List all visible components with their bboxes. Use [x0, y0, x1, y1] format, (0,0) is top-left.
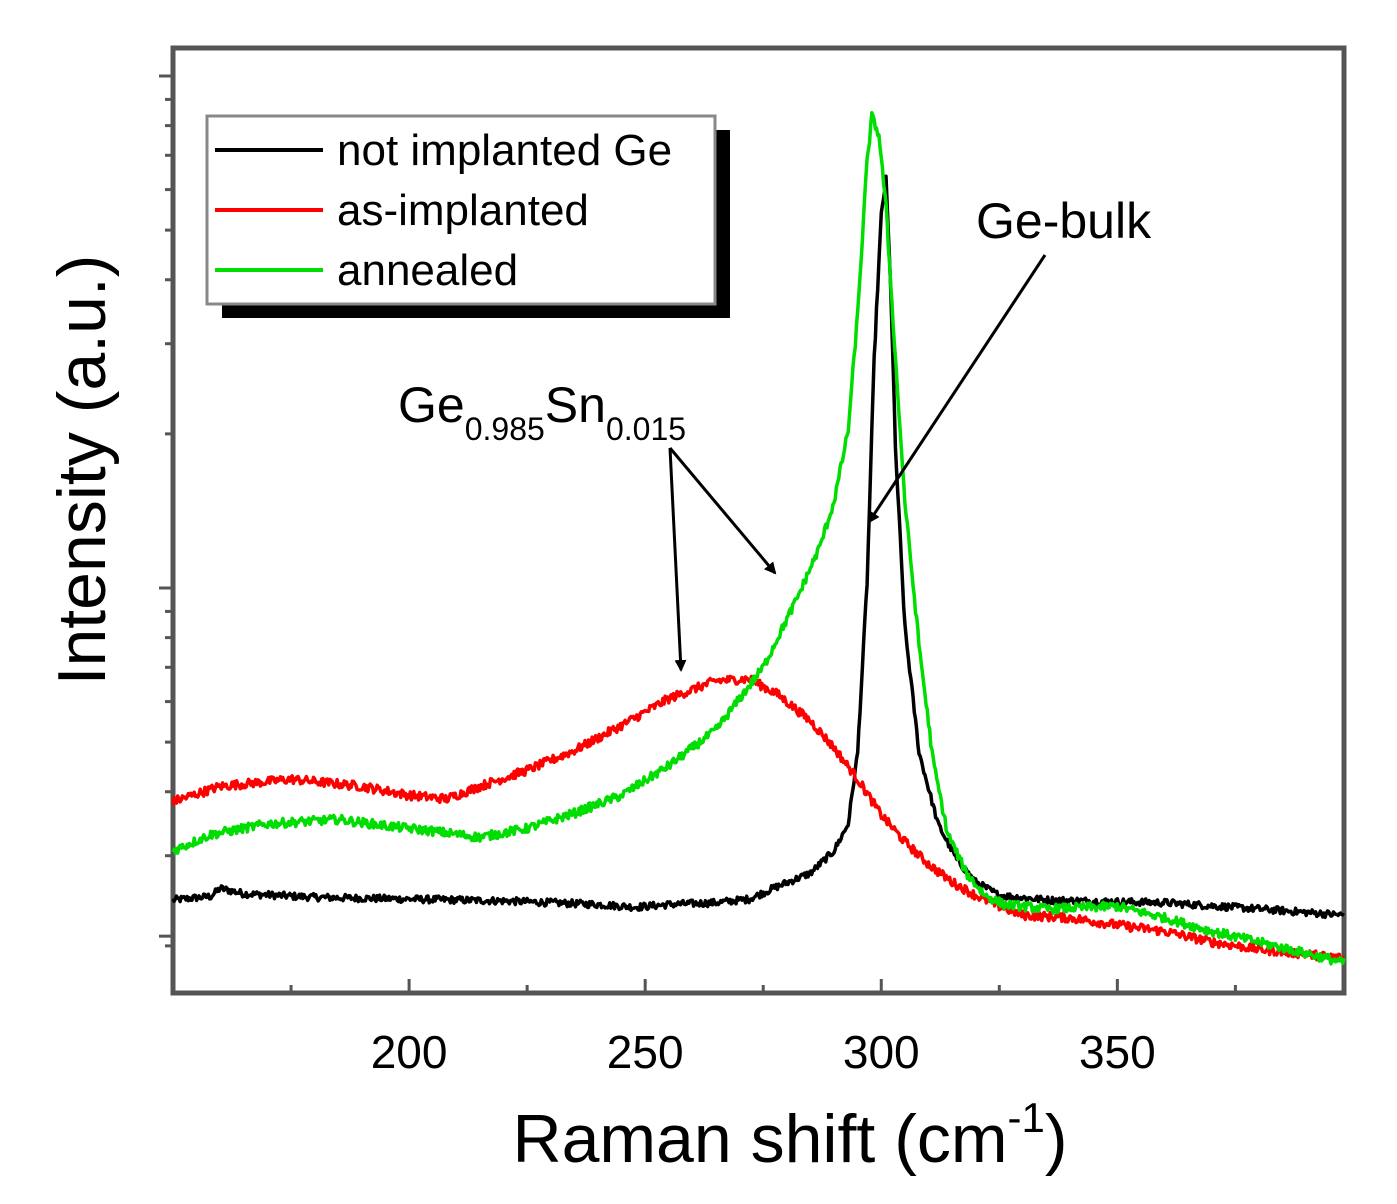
plot-frame — [170, 45, 1347, 996]
annotation-gesn: Ge0.985Sn0.015 — [398, 377, 686, 447]
legend-label-annealed: annealed — [337, 246, 518, 295]
x-tick-label: 200 — [371, 1026, 448, 1078]
arrow-gesn-annealed — [668, 447, 777, 575]
arrow-gesn-as-implanted — [668, 447, 687, 672]
legend-box — [205, 114, 717, 306]
annotation-ge-bulk: Ge-bulk — [976, 193, 1152, 249]
x-axis-ticks — [289, 979, 1237, 993]
legend-label-as-implanted: as-implanted — [337, 186, 589, 235]
x-axis-label-superscript: -1 — [1007, 1094, 1044, 1141]
y-axis-label: Intensity (a.u.) — [44, 255, 120, 686]
arrow-ge-bulk — [867, 254, 1047, 524]
legend-label-not-implanted: not implanted Ge — [337, 126, 672, 175]
series-line-annealed — [171, 111, 1346, 966]
series-lines — [171, 111, 1346, 966]
x-tick-labels: 200 250 300 350 — [371, 1026, 1156, 1078]
x-tick-label: 350 — [1079, 1026, 1156, 1078]
x-tick-label: 300 — [843, 1026, 920, 1078]
x-axis-label: Raman shift (cm-1) — [512, 1094, 1067, 1177]
series-line-as-implanted — [171, 674, 1345, 963]
x-tick-label: 250 — [607, 1026, 684, 1078]
series-line-not-implanted-ge — [171, 174, 1345, 920]
y-axis-ticks — [159, 74, 173, 948]
legend: not implanted Ge as-implanted annealed — [205, 114, 730, 318]
